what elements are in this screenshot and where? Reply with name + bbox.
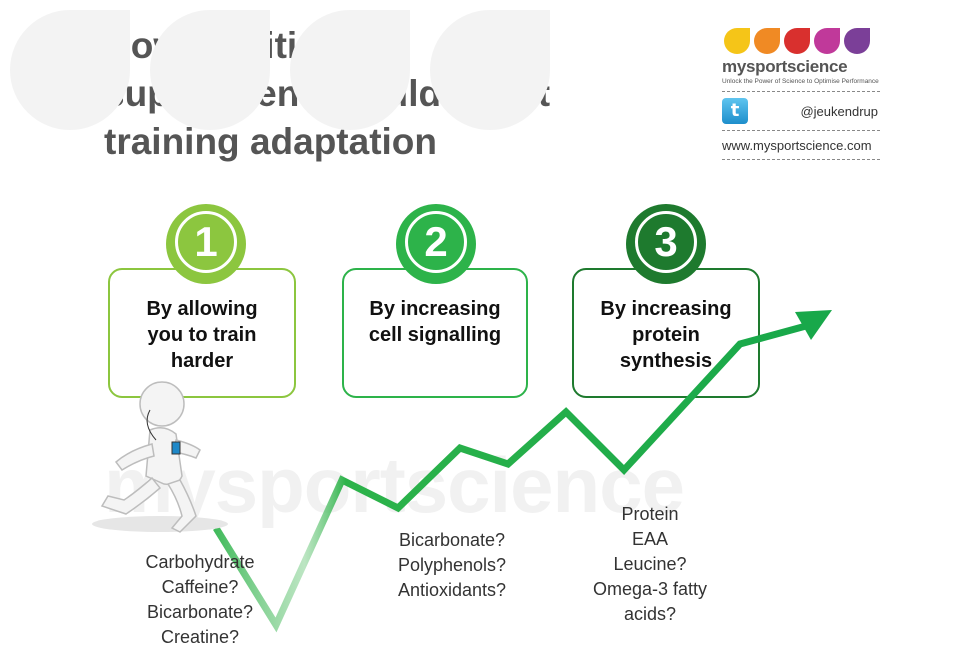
step-1-line: you to train (147, 324, 257, 346)
website-link[interactable]: www.mysportscience.com (722, 138, 872, 153)
step-2-line: By increasing (369, 298, 501, 320)
divider (722, 130, 880, 131)
brand-name: mysportscience (722, 57, 848, 76)
step-2-box: By increasing cell signalling (342, 268, 528, 398)
logo-drop-icon (754, 28, 780, 54)
step-3-box: By increasing protein synthesis (572, 268, 760, 398)
step-1-line: harder (170, 350, 234, 372)
step-1-list: Carbohydrate Caffeine? Bicarbonate? Crea… (120, 550, 280, 650)
logo-drop-icon (844, 28, 870, 54)
list-item: Polyphenols? (397, 555, 507, 575)
step-3-number-text: 3 (635, 211, 697, 273)
step-3-line: By increasing (600, 298, 732, 320)
brand-tagline: Unlock the Power of Science to Optimise … (722, 78, 879, 85)
list-item: Caffeine? (161, 577, 239, 597)
logo-drop-icon (784, 28, 810, 54)
list-item: Leucine? (613, 554, 687, 574)
divider (722, 159, 880, 160)
watermark-text: mysportscience (104, 441, 685, 529)
title-line-3: training adaptation (104, 121, 437, 162)
step-3-line: synthesis (619, 350, 713, 372)
step-1-line: By allowing (146, 298, 258, 320)
brand-block: mysportscience Unlock the Power of Scien… (722, 28, 882, 160)
list-item: Carbohydrate (145, 552, 255, 572)
step-2-number: 2 (396, 204, 476, 284)
list-item: Creatine? (160, 627, 240, 647)
step-2-list: Bicarbonate? Polyphenols? Antioxidants? (372, 528, 532, 603)
twitter-row[interactable]: t @jeukendrup (722, 98, 880, 124)
divider (722, 91, 880, 92)
step-2-number-text: 2 (405, 211, 467, 273)
logo-drop-icon (724, 28, 750, 54)
watermark-drops (10, 10, 550, 131)
brand-logo-drops (724, 28, 882, 54)
list-item: acids? (623, 604, 677, 624)
step-1-box: By allowing you to train harder (108, 268, 296, 398)
list-item: Bicarbonate? (146, 602, 254, 622)
logo-drop-icon (814, 28, 840, 54)
step-1-number-text: 1 (175, 211, 237, 273)
list-item: Protein (621, 504, 679, 524)
list-item: Bicarbonate? (398, 530, 506, 550)
list-item: Omega-3 fatty (592, 579, 708, 599)
step-3-list: Protein EAA Leucine? Omega-3 fatty acids… (570, 502, 730, 627)
step-1-number: 1 (166, 204, 246, 284)
step-3-line: protein (632, 324, 700, 346)
twitter-icon[interactable]: t (722, 98, 748, 124)
twitter-handle[interactable]: @jeukendrup (800, 103, 878, 119)
step-3-number: 3 (626, 204, 706, 284)
list-item: EAA (631, 529, 669, 549)
step-2-line: cell signalling (368, 324, 502, 346)
list-item: Antioxidants? (397, 580, 507, 600)
